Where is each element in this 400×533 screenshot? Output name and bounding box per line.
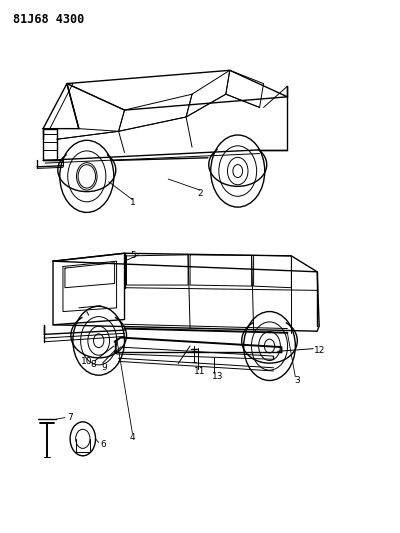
Text: 10: 10 — [81, 358, 92, 367]
Text: 3: 3 — [294, 376, 300, 385]
Text: 9: 9 — [102, 363, 108, 372]
Text: 4: 4 — [130, 433, 135, 442]
Text: 11: 11 — [194, 367, 205, 376]
Text: 2: 2 — [197, 189, 203, 198]
Text: 6: 6 — [101, 440, 106, 449]
Text: 7: 7 — [67, 413, 73, 422]
Text: 8: 8 — [91, 360, 96, 369]
Text: 81J68 4300: 81J68 4300 — [13, 13, 84, 26]
Text: 1: 1 — [130, 198, 135, 207]
Text: 13: 13 — [212, 372, 224, 381]
Text: 12: 12 — [314, 346, 325, 355]
Text: 5: 5 — [131, 252, 136, 261]
